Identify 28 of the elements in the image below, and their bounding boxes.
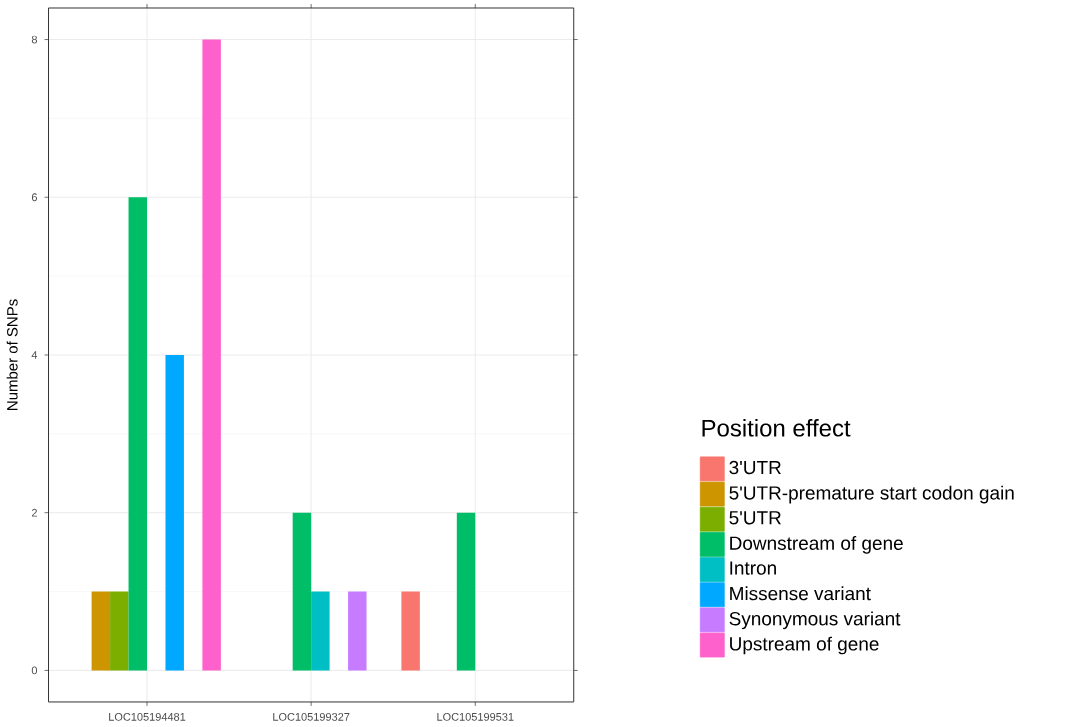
bar <box>110 591 129 671</box>
bar <box>165 354 184 671</box>
y-tick-label: 4 <box>31 350 38 359</box>
bar <box>401 591 420 671</box>
y-tick-label: 8 <box>31 35 38 44</box>
bar <box>292 512 312 671</box>
y-tick-label: 2 <box>31 508 37 517</box>
bar <box>128 197 148 671</box>
bar <box>311 591 330 671</box>
x-tick-label: LOC105199327 <box>273 712 350 721</box>
legend-label: 5'UTR <box>729 510 781 525</box>
legend-label: 5'UTR-premature start codon gain <box>729 485 1014 504</box>
x-tick-label: LOC105199531 <box>437 712 514 721</box>
legend-label: Upstream of gene <box>730 636 879 655</box>
legend-label: 3'UTR <box>729 460 781 474</box>
legend-label: Missense variant <box>730 586 871 601</box>
legend-label: Synonymous variant <box>729 611 901 629</box>
legend-label: Intron <box>730 561 776 575</box>
bar <box>348 591 367 671</box>
y-tick-label: 0 <box>31 666 38 675</box>
bar <box>456 512 476 671</box>
y-tick-label: 6 <box>31 193 38 201</box>
legend-title: Position effect <box>702 418 851 437</box>
x-tick-label: LOC105194481 <box>109 712 186 721</box>
bar <box>202 39 221 671</box>
y-axis-title: Number of SNPs <box>6 299 18 410</box>
legend-label: Downstream of gene <box>730 535 903 554</box>
bar <box>91 591 111 671</box>
